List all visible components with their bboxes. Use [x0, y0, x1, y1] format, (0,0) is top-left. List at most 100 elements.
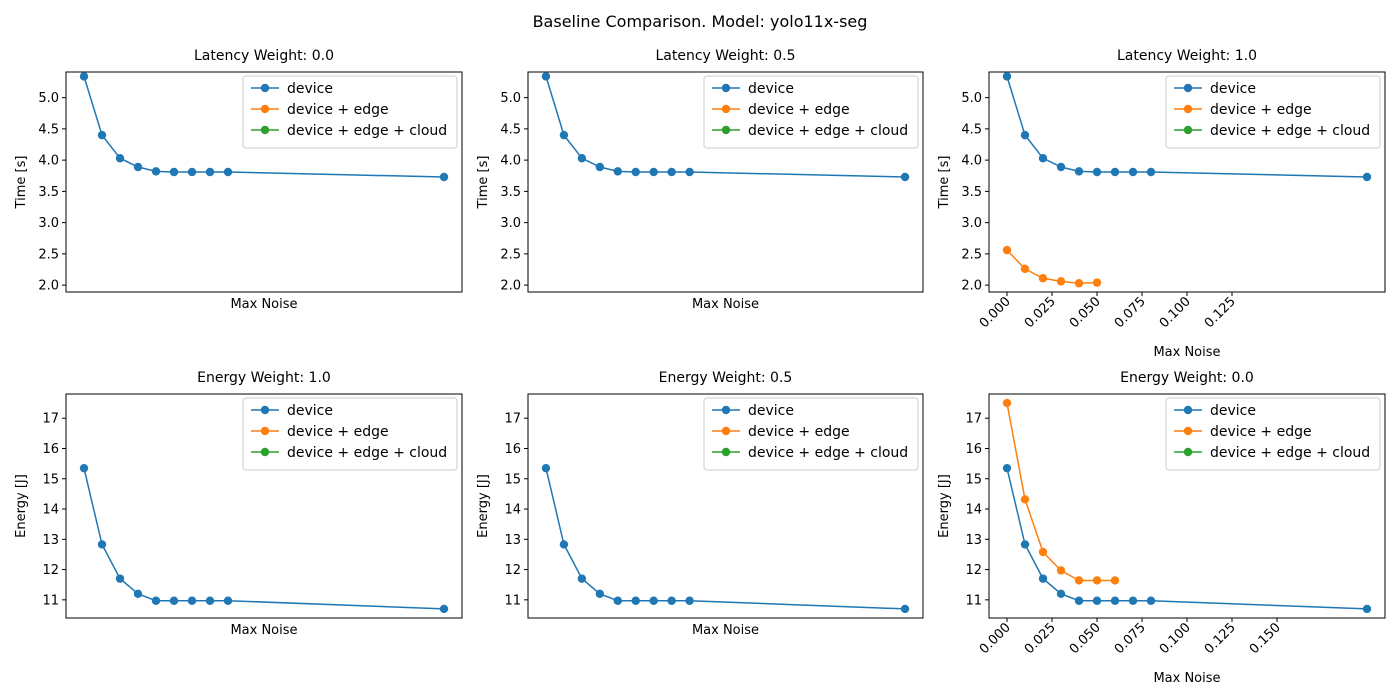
legend-label: device	[748, 403, 794, 419]
data-point	[133, 162, 143, 172]
legend-label: device + edge	[1210, 424, 1312, 440]
series-line	[1006, 76, 1368, 178]
y-tick-label: 14	[42, 503, 59, 518]
legend: device device + edge device + edge + cloud	[242, 397, 458, 471]
figure-title: Baseline Comparison. Model: yolo11x-seg	[533, 12, 868, 31]
data-point	[1110, 596, 1120, 605]
chart-panel: Latency Weight: 1.0 2.0 2.5 3.0 3.5 4.0 4.5 5.0…	[937, 48, 1386, 360]
y-tick-label: 12	[42, 563, 59, 578]
legend-box	[1165, 75, 1381, 149]
data-point	[1110, 167, 1120, 177]
data-point	[1038, 154, 1048, 163]
axes-frame	[65, 393, 463, 619]
data-point	[1002, 72, 1012, 81]
legend-label: device + edge + cloud	[1210, 123, 1370, 139]
axes-frame	[527, 71, 924, 293]
data-point	[1110, 576, 1120, 585]
data-point	[685, 596, 694, 605]
data-point	[1362, 172, 1372, 182]
y-tick-label: 4.5	[500, 122, 521, 137]
data-point	[1128, 167, 1138, 177]
data-point	[1362, 604, 1372, 614]
data-point	[205, 596, 215, 605]
y-tick-label: 3.0	[38, 216, 59, 231]
data-point	[1020, 264, 1030, 274]
y-tick-label: 3.0	[500, 216, 521, 231]
y-axis-label: Energy [J]	[14, 474, 29, 538]
legend-label: device	[1210, 403, 1256, 419]
data-point	[649, 596, 658, 605]
legend-marker	[1183, 125, 1193, 135]
x-axis-label: Max Noise	[1153, 671, 1220, 686]
data-point	[187, 167, 197, 177]
legend-label: device	[748, 81, 794, 97]
data-point	[1092, 167, 1102, 177]
data-point	[1020, 495, 1030, 504]
y-tick-label: 5.0	[961, 91, 982, 106]
series-line	[545, 468, 906, 610]
legend-label: device + edge	[748, 102, 850, 118]
legend-marker	[721, 447, 731, 457]
legend-box	[242, 397, 458, 471]
legend-marker	[260, 83, 270, 93]
legend-label: device + edge + cloud	[287, 445, 447, 461]
data-point	[577, 574, 587, 583]
data-point	[1020, 130, 1030, 140]
y-tick-label: 2.5	[38, 247, 59, 262]
data-point	[631, 167, 640, 177]
y-tick-label: 17	[965, 412, 982, 427]
legend-marker	[721, 426, 731, 436]
x-axis-label: Max Noise	[230, 297, 297, 312]
y-tick-label: 12	[504, 563, 521, 578]
y-axis-label: Time [s]	[476, 156, 491, 210]
legend-label: device + edge	[287, 424, 389, 440]
data-point	[439, 172, 449, 182]
series-line	[83, 76, 445, 178]
legend-label: device	[287, 403, 333, 419]
y-tick-label: 13	[42, 533, 59, 548]
data-point	[1074, 576, 1084, 585]
legend-marker	[721, 405, 731, 415]
data-point	[1092, 278, 1102, 287]
data-point	[595, 589, 605, 598]
data-point	[685, 167, 694, 177]
y-tick-label: 2.5	[961, 247, 982, 262]
data-point	[1038, 574, 1048, 583]
data-point	[1128, 596, 1138, 605]
legend-box	[242, 75, 458, 149]
data-point	[169, 596, 179, 605]
data-point	[1056, 589, 1066, 598]
series-line	[1006, 468, 1368, 610]
chart-title: Latency Weight: 1.0	[1117, 48, 1257, 64]
data-point	[667, 596, 676, 605]
data-point	[223, 167, 233, 177]
legend-label: device + edge + cloud	[287, 123, 447, 139]
legend-marker	[260, 125, 270, 135]
y-tick-label: 13	[965, 533, 982, 548]
y-axis-label: Time [s]	[937, 156, 952, 210]
legend-marker	[1183, 447, 1193, 457]
y-tick-label: 3.5	[961, 185, 982, 200]
y-tick-label: 15	[504, 472, 521, 487]
y-tick-label: 2.0	[38, 279, 59, 294]
axes-container: Latency Weight: 0.0 2.0 2.5 3.0 3.5 4.0 4.5 5.0…	[14, 48, 1386, 686]
y-axis-label: Energy [J]	[476, 474, 491, 538]
legend-box	[1165, 397, 1381, 471]
legend-box	[703, 75, 919, 149]
data-point	[1074, 279, 1084, 288]
x-axis-label: Max Noise	[1153, 345, 1220, 360]
data-point	[1038, 274, 1048, 283]
y-axis-label: Time [s]	[14, 156, 29, 210]
y-tick-label: 17	[42, 412, 59, 427]
legend-label: device	[1210, 81, 1256, 97]
legend-label: device + edge	[1210, 102, 1312, 118]
y-tick-label: 16	[965, 442, 982, 457]
data-point	[151, 596, 161, 605]
y-tick-label: 11	[504, 593, 521, 608]
chart-title: Energy Weight: 0.5	[659, 370, 793, 386]
legend: device device + edge device + edge + cloud	[703, 397, 919, 471]
y-axis-label: Energy [J]	[937, 474, 952, 538]
data-point	[1002, 245, 1012, 255]
y-tick-label: 15	[965, 472, 982, 487]
legend: device device + edge device + edge + cloud	[703, 75, 919, 149]
